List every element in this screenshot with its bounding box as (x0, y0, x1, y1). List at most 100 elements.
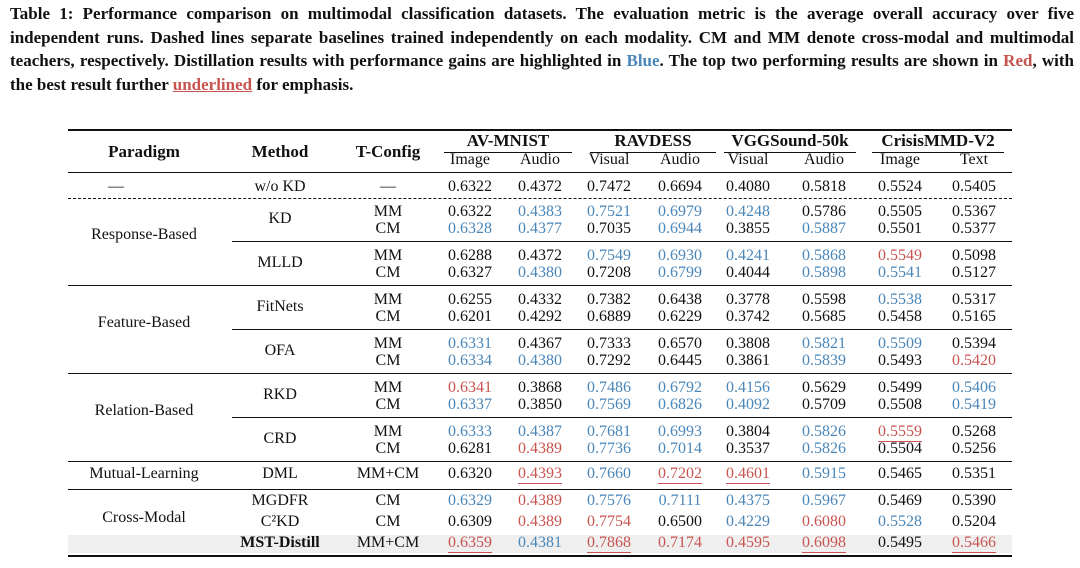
table-cell: 0.5541 (878, 264, 922, 281)
method-kd: KD (268, 210, 292, 227)
header-tconfig: T-Config (355, 142, 421, 161)
table-cell: 0.6331 (448, 335, 492, 352)
table-cell: 0.4387 (518, 423, 562, 440)
method-fitnets: FitNets (256, 298, 304, 315)
header-dataset-vggsound: VGGSound-50k (731, 131, 849, 150)
table-cell: 0.3855 (726, 220, 770, 237)
dataset-rule-vggsound (724, 152, 856, 153)
table-cell: 0.5458 (878, 308, 922, 325)
table-cell: 0.4380 (518, 264, 562, 281)
dataset-rule-ravdess (590, 152, 716, 153)
table-cell: 0.6792 (658, 379, 702, 396)
caption-red-word: Red (1003, 51, 1033, 70)
table-cell: 0.5839 (802, 352, 846, 369)
tconfig-cell: MM (373, 203, 403, 220)
method-crd: CRD (263, 430, 297, 447)
table-cell: 0.3850 (518, 396, 562, 413)
table-cell: 0.4372 (518, 247, 562, 264)
table-cell: 0.4595 (726, 534, 770, 551)
table-cell: 0.5524 (878, 178, 922, 195)
table-cell: 0.4389 (518, 513, 562, 530)
table-cell: 0.6334 (448, 352, 492, 369)
table-cell: 0.6944 (658, 220, 702, 237)
table-cell: 0.6993 (658, 423, 702, 440)
table-cell: 0.5419 (952, 396, 996, 413)
separator-rule-mutual (68, 461, 1012, 462)
header-modality: Text (959, 151, 989, 168)
header-dataset-ravdess: RAVDESS (614, 131, 692, 150)
method-mst-distill: MST-Distill (240, 534, 320, 551)
table-cell: 0.4367 (518, 335, 562, 352)
table-cell: 0.5818 (802, 178, 846, 195)
table-cell: 0.4332 (518, 291, 562, 308)
tconfig-cell: CM (375, 308, 401, 325)
caption-blue-word: Blue (626, 51, 660, 70)
table-cell: 0.5528 (878, 513, 922, 530)
header-modality: Image (880, 151, 920, 168)
table-cell: 0.5559 (878, 423, 922, 442)
table-bottom-rule (68, 555, 1012, 557)
tconfig-cell: MM (373, 335, 403, 352)
tconfig-cell: MM (373, 379, 403, 396)
table-cell: 0.7202 (658, 465, 702, 484)
table-cell: 0.5629 (802, 379, 846, 396)
table-cell: 0.4292 (518, 308, 562, 325)
table-cell: 0.7035 (587, 220, 631, 237)
table-cell: 0.7549 (587, 247, 631, 264)
table-cell: 0.7569 (587, 396, 631, 413)
table-cell: 0.7736 (587, 440, 631, 457)
method-c2kd: C²KD (260, 513, 300, 530)
table-cell: 0.5256 (952, 440, 996, 457)
tconfig-cell: CM (375, 396, 401, 413)
separator-rule-crossmodal (68, 489, 1012, 490)
dataset-rule-avmnist (444, 152, 572, 153)
table-cell: 0.5165 (952, 308, 996, 325)
tconfig-cell: MM (373, 423, 403, 440)
table-cell: 0.4389 (518, 492, 562, 509)
paradigm-cross-modal: Cross-Modal (102, 509, 186, 526)
method-mlld: MLLD (257, 254, 303, 271)
table-cell: 0.5493 (878, 352, 922, 369)
table-cell: 0.4229 (726, 513, 770, 530)
table-cell: 0.5495 (878, 534, 922, 551)
caption-label: Table 1: (10, 4, 74, 23)
table-cell: 0.5465 (878, 465, 922, 482)
table-cell: 0.5786 (802, 203, 846, 220)
results-table: Paradigm Method T-Config AV-MNIST RAVDES… (68, 129, 1012, 557)
table-cell: 0.4092 (726, 396, 770, 413)
table-cell: 0.5549 (878, 247, 922, 264)
table-cell: 0.6288 (448, 247, 492, 264)
table-cell: 0.4372 (518, 178, 562, 195)
table-cell: 0.5367 (952, 203, 996, 220)
tconfig-cell: CM (375, 220, 401, 237)
paradigm-response-based: Response-Based (91, 226, 197, 243)
subrule-response (232, 241, 1012, 242)
tconfig-cell: MM (373, 291, 403, 308)
table-cell: 0.6500 (658, 513, 702, 530)
table-cell: 0.4080 (726, 178, 770, 195)
table-cell: 0.3537 (726, 440, 770, 457)
table-cell: 0.7208 (587, 264, 631, 281)
tconfig-cell: MM+CM (356, 534, 420, 551)
table-cell: 0.5709 (802, 396, 846, 413)
table-cell: 0.5466 (952, 534, 996, 553)
table-cell: 0.6322 (448, 178, 492, 195)
table-cell: 0.7111 (658, 492, 702, 509)
tconfig-cell: CM (375, 440, 401, 457)
table-cell: 0.6098 (802, 534, 846, 553)
table-cell: 0.7014 (658, 440, 702, 457)
header-modality: Audio (520, 151, 560, 168)
table-cell: 0.7681 (587, 423, 631, 440)
table-cell: 0.4393 (518, 465, 562, 484)
table-cell: 0.5868 (802, 247, 846, 264)
paradigm-baseline: — (108, 178, 124, 195)
table-cell: 0.4383 (518, 203, 562, 220)
table-cell: 0.4380 (518, 352, 562, 369)
table-cell: 0.5505 (878, 203, 922, 220)
tconfig-cell: — (380, 178, 396, 195)
table-cell: 0.5504 (878, 440, 922, 457)
header-modality: Audio (660, 151, 700, 168)
table-cell: 0.5898 (802, 264, 846, 281)
tconfig-cell: CM (375, 264, 401, 281)
header-dataset-avmnist: AV-MNIST (466, 131, 550, 150)
